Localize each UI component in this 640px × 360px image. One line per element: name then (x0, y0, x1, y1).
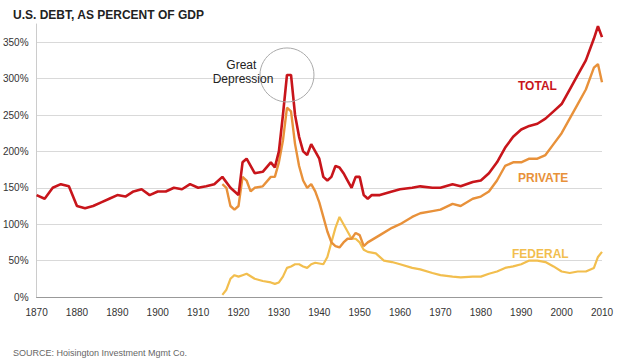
svg-text:1990: 1990 (510, 307, 533, 318)
svg-text:150%: 150% (3, 182, 29, 193)
svg-text:1960: 1960 (389, 307, 412, 318)
svg-text:SOURCE: Hoisington Investment: SOURCE: Hoisington Investment Mgmt Co. (13, 348, 187, 358)
svg-text:1980: 1980 (470, 307, 493, 318)
svg-text:1900: 1900 (147, 307, 170, 318)
svg-text:50%: 50% (9, 255, 29, 266)
svg-text:Depression: Depression (213, 72, 274, 86)
svg-text:FEDERAL: FEDERAL (512, 247, 569, 261)
svg-text:0%: 0% (14, 292, 29, 303)
svg-text:350%: 350% (3, 37, 29, 48)
svg-text:1880: 1880 (66, 307, 89, 318)
svg-text:300%: 300% (3, 73, 29, 84)
svg-text:1950: 1950 (349, 307, 372, 318)
svg-text:2010: 2010 (591, 307, 614, 318)
svg-text:U.S. DEBT, AS PERCENT OF GDP: U.S. DEBT, AS PERCENT OF GDP (13, 8, 204, 22)
svg-text:1870: 1870 (25, 307, 48, 318)
svg-text:Great: Great (226, 58, 259, 72)
svg-text:1940: 1940 (308, 307, 331, 318)
svg-text:1930: 1930 (268, 307, 291, 318)
svg-text:200%: 200% (3, 146, 29, 157)
svg-text:PRIVATE: PRIVATE (518, 171, 568, 185)
svg-text:100%: 100% (3, 219, 29, 230)
svg-text:1970: 1970 (429, 307, 452, 318)
svg-text:TOTAL: TOTAL (518, 79, 557, 93)
svg-text:1890: 1890 (106, 307, 129, 318)
svg-text:1910: 1910 (187, 307, 210, 318)
svg-text:250%: 250% (3, 110, 29, 121)
svg-text:2000: 2000 (550, 307, 573, 318)
svg-text:1920: 1920 (227, 307, 250, 318)
